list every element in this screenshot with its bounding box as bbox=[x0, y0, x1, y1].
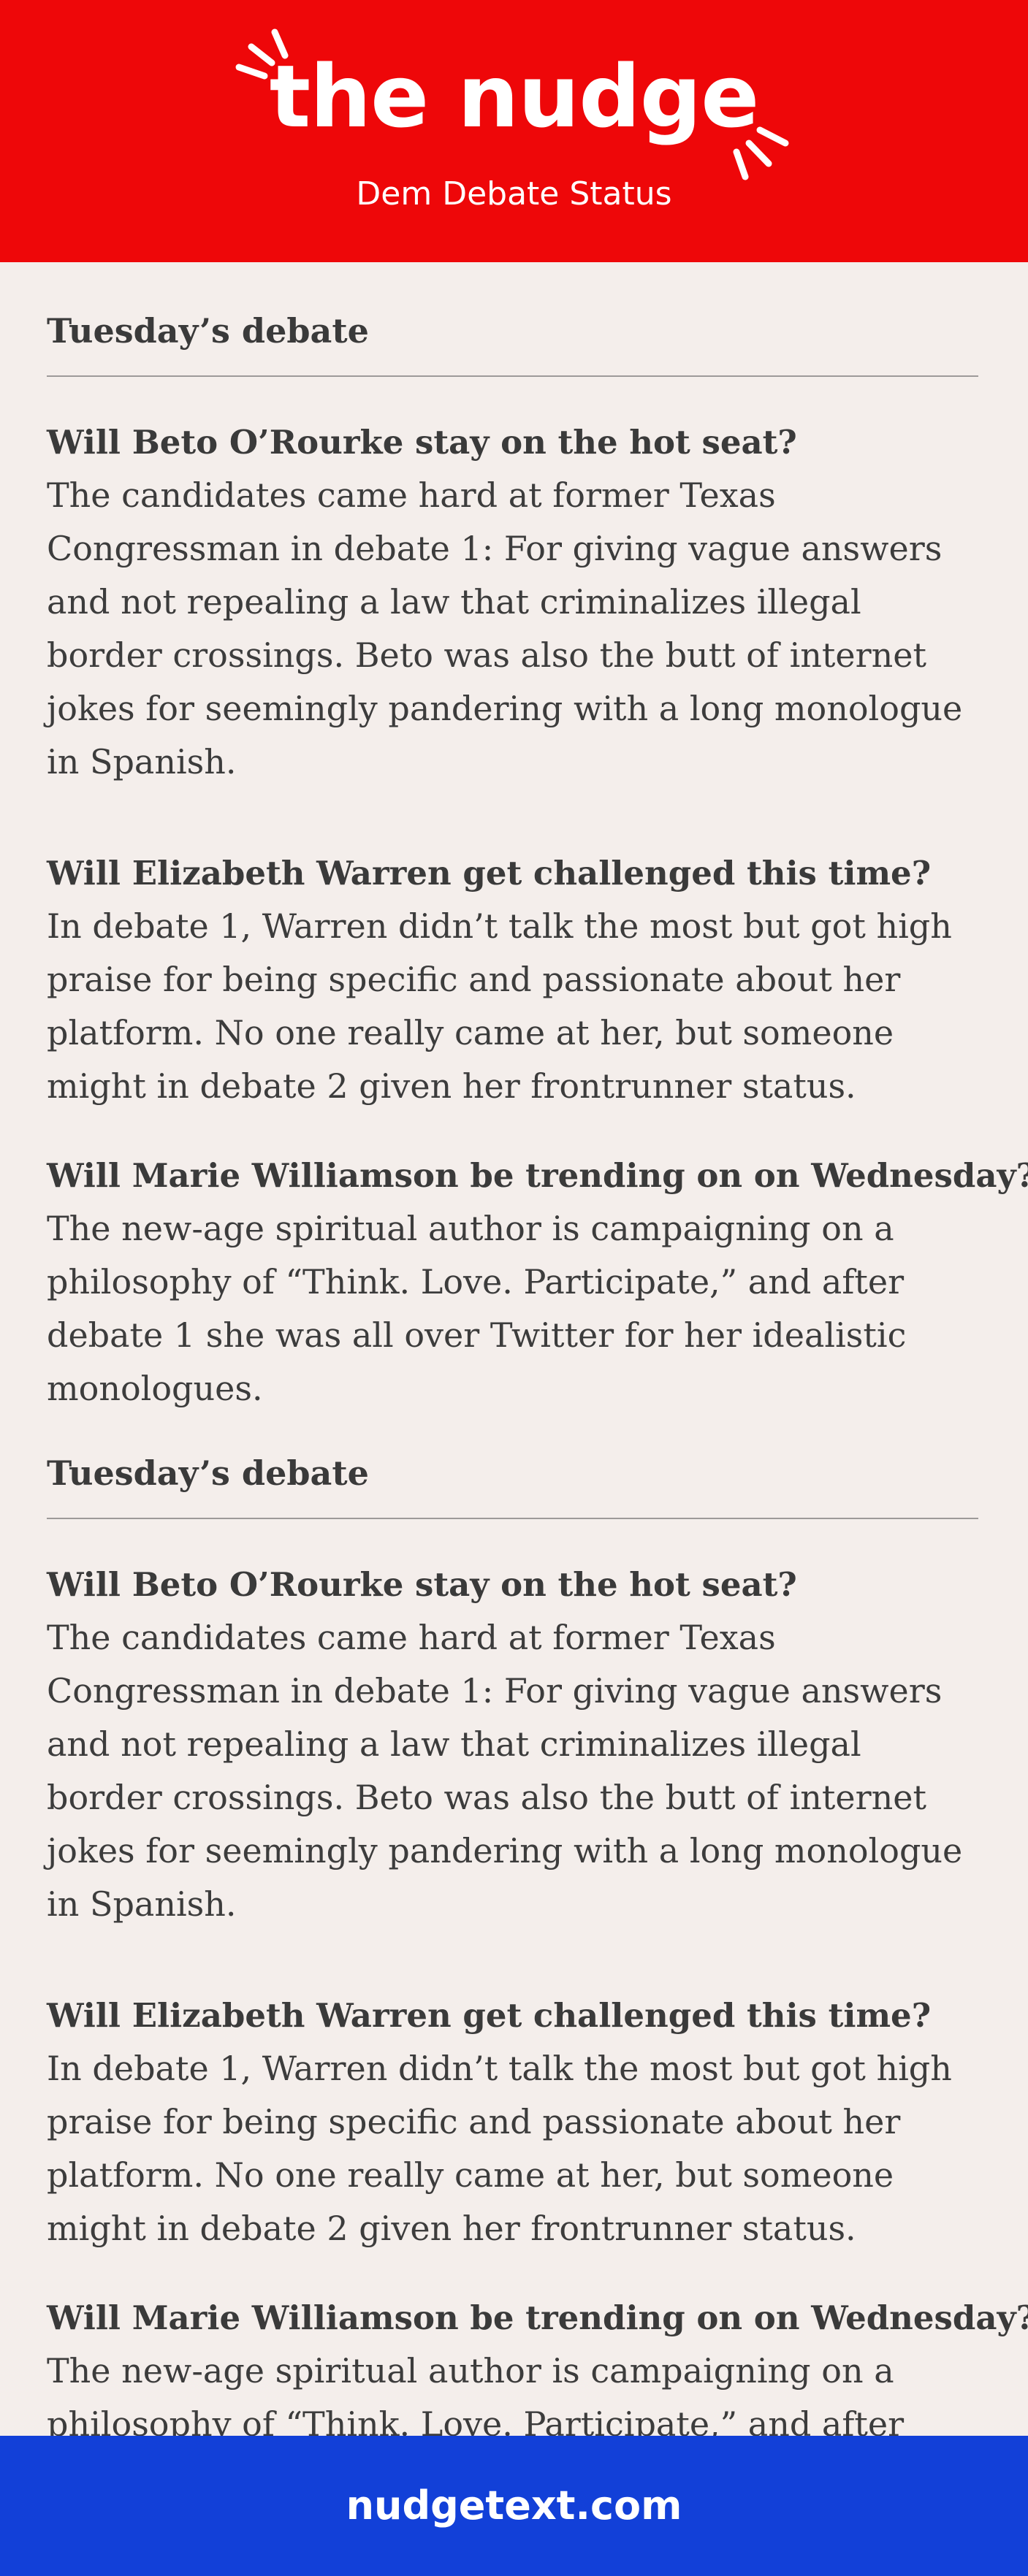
question-item: Will Elizabeth Warren get challenged thi… bbox=[47, 847, 978, 1113]
question-heading: Will Marie Williamson be trending on on … bbox=[47, 1156, 1028, 1195]
brand-logo: the nudge bbox=[269, 46, 760, 147]
question-item: Will Beto O’Rourke stay on the hot seat?… bbox=[47, 416, 978, 789]
section-title: Tuesday’s debate bbox=[47, 1453, 369, 1493]
website-link[interactable]: nudgetext.com bbox=[346, 2483, 682, 2529]
question-body: In debate 1, Warren didn’t talk the most… bbox=[47, 906, 952, 1106]
section-divider bbox=[47, 375, 978, 377]
question-item: Will Elizabeth Warren get challenged thi… bbox=[47, 1990, 978, 2255]
question-body: The candidates came hard at former Texas… bbox=[47, 475, 963, 781]
section-title: Tuesday’s debate bbox=[47, 311, 369, 351]
debate-section: Tuesday’s debate Will Beto O’Rourke stay… bbox=[47, 299, 1028, 1415]
question-item: Will Marie Williamson be trending on on … bbox=[47, 1150, 1028, 1415]
header-subtitle: Dem Debate Status bbox=[356, 175, 672, 213]
question-heading: Will Elizabeth Warren get challenged thi… bbox=[47, 1996, 932, 2035]
question-body: The candidates came hard at former Texas… bbox=[47, 1618, 963, 1924]
main-content: Tuesday’s debate Will Beto O’Rourke stay… bbox=[47, 299, 1028, 2576]
question-heading: Will Marie Williamson be trending on on … bbox=[47, 2298, 1028, 2337]
question-heading: Will Beto O’Rourke stay on the hot seat? bbox=[47, 423, 797, 462]
footer-banner: nudgetext.com bbox=[0, 2436, 1028, 2576]
spark-lines-icon bbox=[235, 28, 789, 180]
header-banner: the nudge Dem Debate Status bbox=[0, 0, 1028, 262]
question-item: Will Beto O’Rourke stay on the hot seat?… bbox=[47, 1559, 978, 1931]
debate-section: Tuesday’s debate Will Beto O’Rourke stay… bbox=[47, 1442, 1028, 2558]
question-body: The new-age spiritual author is campaign… bbox=[47, 1209, 907, 1408]
question-heading: Will Beto O’Rourke stay on the hot seat? bbox=[47, 1565, 797, 1604]
question-body: In debate 1, Warren didn’t talk the most… bbox=[47, 2049, 952, 2248]
section-divider bbox=[47, 1518, 978, 1519]
question-heading: Will Elizabeth Warren get challenged thi… bbox=[47, 854, 932, 893]
